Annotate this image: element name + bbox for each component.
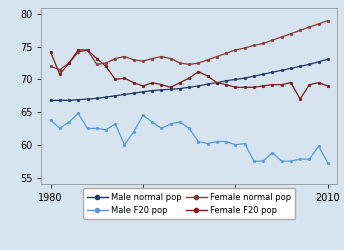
X-axis label: Year: Year	[178, 208, 201, 218]
Legend: Male normal pop, Male F20 pop, Female normal pop, Female F20 pop: Male normal pop, Male F20 pop, Female no…	[83, 188, 295, 219]
